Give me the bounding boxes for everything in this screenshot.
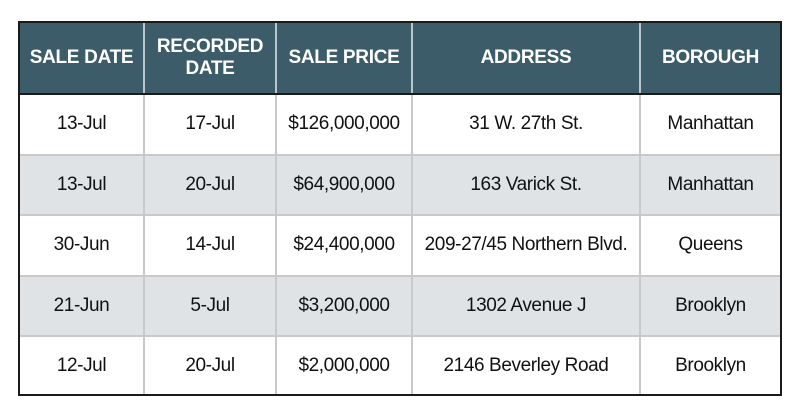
cell-borough: Manhattan	[640, 154, 780, 216]
header-address: ADDRESS	[412, 23, 641, 95]
table-row: 13-Jul 20-Jul $64,900,000 163 Varick St.…	[20, 154, 780, 216]
cell-address: 2146 Beverley Road	[412, 336, 641, 394]
header-sale-price: SALE PRICE	[276, 23, 413, 95]
cell-sale-date: 13-Jul	[20, 154, 145, 216]
header-borough: BOROUGH	[640, 23, 780, 95]
header-sale-date: SALE DATE	[20, 23, 145, 95]
cell-recorded-date: 5-Jul	[144, 275, 277, 337]
cell-sale-price: $24,400,000	[276, 215, 413, 277]
cell-sale-date: 30-Jun	[20, 215, 145, 277]
cell-borough: Manhattan	[640, 94, 780, 156]
table-header-row: SALE DATE RECORDED DATE SALE PRICE ADDRES…	[20, 23, 780, 95]
header-recorded-date: RECORDED DATE	[144, 23, 277, 95]
header-recorded-date-line1: RECORDED	[156, 36, 264, 57]
cell-borough: Queens	[640, 215, 780, 277]
cell-address: 1302 Avenue J	[412, 275, 641, 337]
cell-address: 31 W. 27th St.	[412, 94, 641, 156]
table-row: 13-Jul 17-Jul $126,000,000 31 W. 27th St…	[20, 94, 780, 156]
cell-recorded-date: 17-Jul	[144, 94, 277, 156]
cell-sale-price: $3,200,000	[276, 275, 413, 337]
cell-sale-date: 12-Jul	[20, 336, 145, 394]
cell-sale-price: $126,000,000	[276, 94, 413, 156]
sales-table-grid: SALE DATE RECORDED DATE SALE PRICE ADDRES…	[20, 23, 780, 394]
cell-borough: Brooklyn	[640, 336, 780, 394]
cell-sale-price: $64,900,000	[276, 154, 413, 216]
cell-recorded-date: 20-Jul	[144, 154, 277, 216]
table-row: 12-Jul 20-Jul $2,000,000 2146 Beverley R…	[20, 336, 780, 394]
cell-address: 163 Varick St.	[412, 154, 641, 216]
table-row: 21-Jun 5-Jul $3,200,000 1302 Avenue J Br…	[20, 275, 780, 337]
cell-recorded-date: 14-Jul	[144, 215, 277, 277]
cell-recorded-date: 20-Jul	[144, 336, 277, 394]
sales-table: SALE DATE RECORDED DATE SALE PRICE ADDRES…	[18, 21, 782, 396]
cell-sale-date: 21-Jun	[20, 275, 145, 337]
header-recorded-date-line2: DATE	[185, 58, 235, 79]
cell-borough: Brooklyn	[640, 275, 780, 337]
cell-sale-date: 13-Jul	[20, 94, 145, 156]
table-row: 30-Jun 14-Jul $24,400,000 209-27/45 Nort…	[20, 215, 780, 277]
cell-address: 209-27/45 Northern Blvd.	[412, 215, 641, 277]
cell-sale-price: $2,000,000	[276, 336, 413, 394]
